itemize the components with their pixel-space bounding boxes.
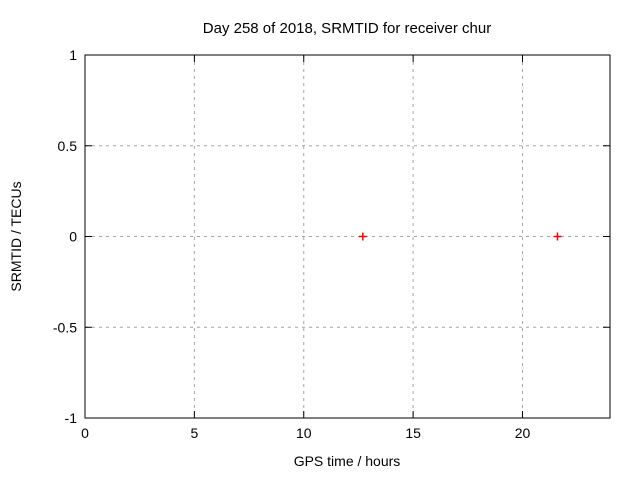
data-point-marker xyxy=(553,232,562,241)
y-tick-label: 0 xyxy=(69,229,77,245)
x-tick-label: 10 xyxy=(296,425,312,441)
tick-labels: 0 5 10 15 20 -1 -0.5 0 0.5 1 xyxy=(53,47,531,441)
y-axis-label: SRMTID / TECUs xyxy=(8,181,24,291)
y-tick-label: -1 xyxy=(65,410,78,426)
tick-marks xyxy=(84,54,610,419)
x-tick-label: 0 xyxy=(81,425,89,441)
y-tick-label: -0.5 xyxy=(53,319,77,335)
x-tick-label: 20 xyxy=(515,425,531,441)
chart-title: Day 258 of 2018, SRMTID for receiver chu… xyxy=(203,20,491,37)
gridlines xyxy=(85,55,610,418)
y-tick-label: 0.5 xyxy=(58,138,78,154)
x-tick-label: 15 xyxy=(405,425,421,441)
data-points xyxy=(358,232,562,241)
x-axis-label: GPS time / hours xyxy=(294,453,401,469)
y-tick-label: 1 xyxy=(69,47,77,63)
data-point-marker xyxy=(358,232,367,241)
x-tick-label: 5 xyxy=(190,425,198,441)
